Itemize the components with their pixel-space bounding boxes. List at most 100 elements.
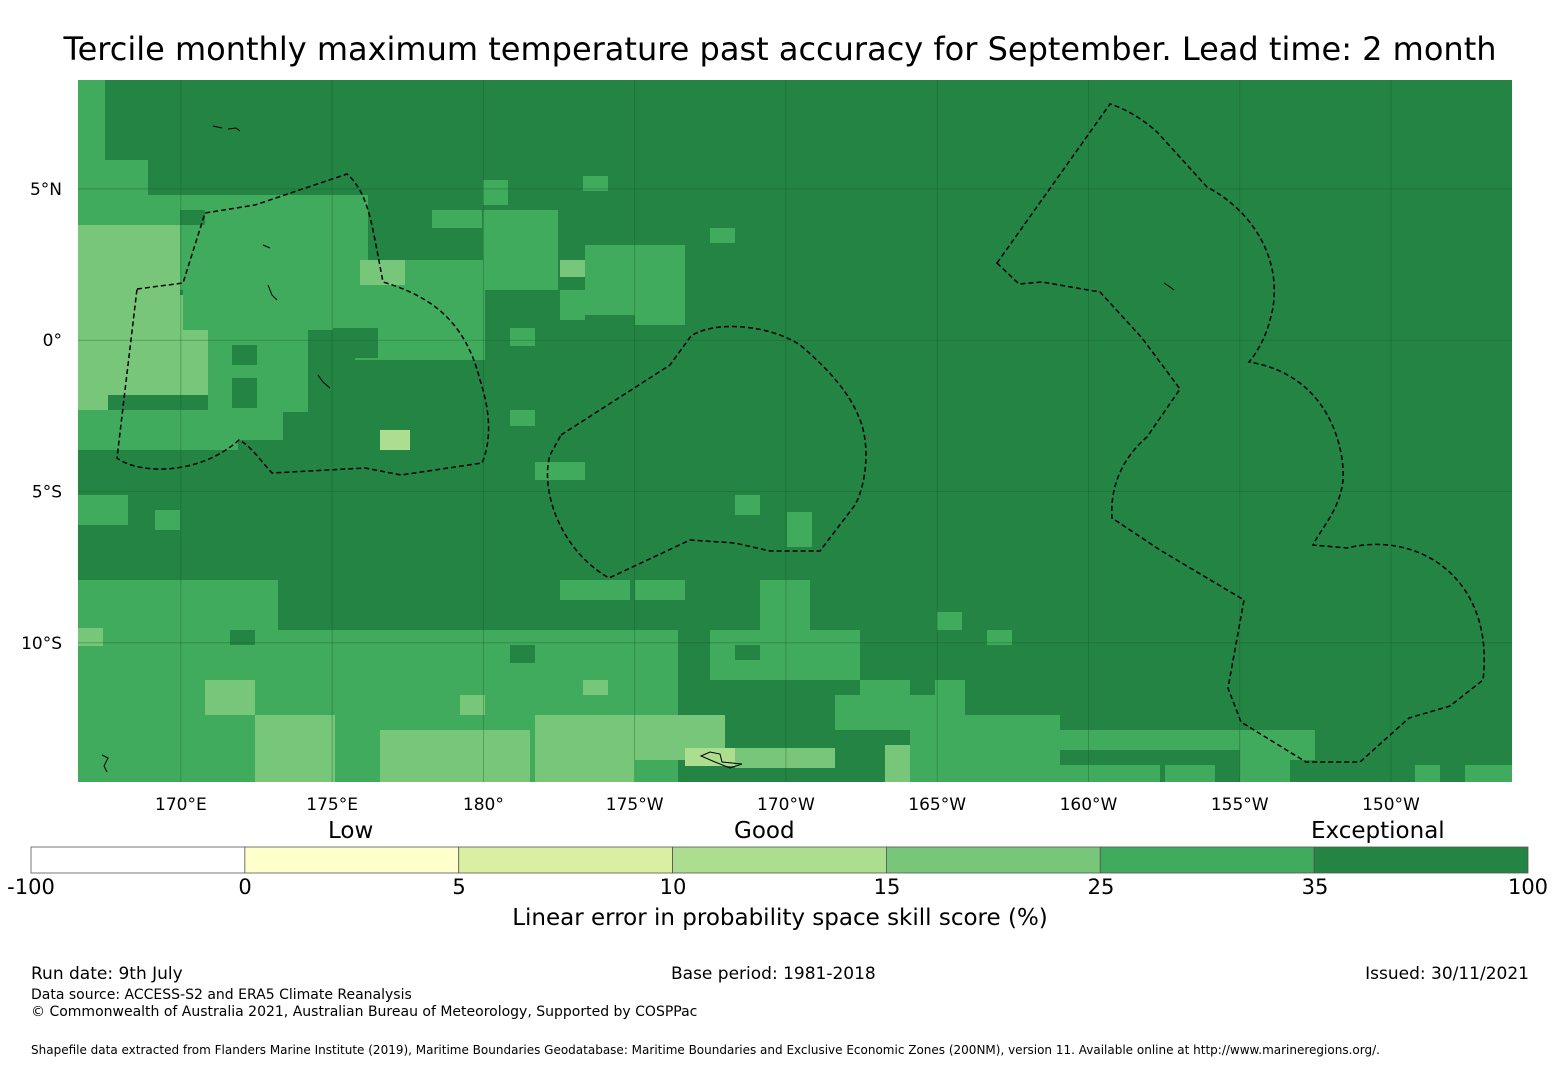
island-outlines <box>101 125 1175 773</box>
skill-cell <box>560 290 585 320</box>
skill-cell <box>432 210 482 228</box>
island-outline <box>227 127 241 132</box>
colorbar-label: Linear error in probability space skill … <box>512 905 1048 931</box>
skill-cell <box>735 495 760 515</box>
skill-cell <box>183 210 363 330</box>
colorbar-segment <box>886 846 1101 874</box>
eez-boundary-kiribati-line <box>996 103 1485 763</box>
skill-cell <box>483 180 508 205</box>
skill-cell <box>560 260 585 277</box>
skill-cell <box>685 748 735 766</box>
axis-tick-labels: 170°E 175°E 180° 175°W 170°W 165°W 160°W 155°W 1… <box>21 180 1420 815</box>
skill-cell <box>180 210 205 225</box>
lat-tick-label: 10°S <box>21 634 62 654</box>
island-outline <box>317 374 331 389</box>
base-period: Base period: 1981-2018 <box>671 964 876 984</box>
skill-cell <box>485 295 510 325</box>
skill-cell <box>460 695 485 715</box>
skill-cell <box>380 730 530 782</box>
lon-tick-label: 170°E <box>155 795 207 815</box>
shapefile-credit: Shapefile data extracted from Flanders M… <box>31 1043 1380 1057</box>
lon-tick-label: 170°W <box>757 795 815 815</box>
island-outline <box>267 284 278 301</box>
island-outline <box>101 754 109 773</box>
skill-cell <box>255 715 335 782</box>
skill-cell <box>710 228 735 243</box>
lon-tick-label: 160°W <box>1060 795 1118 815</box>
skill-cell <box>483 210 558 290</box>
skill-cell <box>510 410 535 426</box>
colorbar-tick: 100 <box>1507 875 1549 899</box>
skill-cell <box>735 748 835 768</box>
lat-tick-label: 0° <box>43 331 62 351</box>
skill-cell <box>130 225 180 295</box>
colorbar-segment <box>244 846 460 874</box>
run-date: Run date: 9th July <box>31 964 183 984</box>
eez-boundary-tokelau <box>546 325 867 579</box>
skill-cell <box>885 745 910 782</box>
island-outline <box>262 244 271 249</box>
skill-cell <box>937 612 962 630</box>
island-outline <box>699 751 743 769</box>
skill-cell <box>535 462 585 480</box>
colorbar-segment <box>458 846 673 874</box>
lon-tick-label: 165°W <box>908 795 966 815</box>
skill-cell <box>1290 730 1315 760</box>
colorbar-tick: 25 <box>1087 875 1115 899</box>
skill-cell <box>635 580 685 600</box>
skill-cell <box>910 715 1060 782</box>
colorbar-segment <box>672 846 887 874</box>
lon-tick-label: 180° <box>463 795 504 815</box>
colorbar-tick: 35 <box>1301 875 1329 899</box>
category-low: Low <box>328 818 374 844</box>
skill-cell <box>1240 730 1290 782</box>
colorbar-tick: 15 <box>873 875 901 899</box>
map-area <box>78 80 1512 782</box>
colorbar-tick: 0 <box>238 875 252 899</box>
skill-cell <box>635 310 685 325</box>
lat-tick-label: 5°S <box>32 483 62 503</box>
skill-cell <box>1465 765 1512 782</box>
lat-tick-label: 5°N <box>30 180 62 200</box>
colorbar-segment <box>1313 846 1529 874</box>
lon-tick-label: 150°W <box>1362 795 1420 815</box>
skill-cell <box>583 176 608 191</box>
skill-cell <box>78 495 128 525</box>
issued-date: Issued: 30/11/2021 <box>1365 964 1529 984</box>
skill-cell <box>333 328 378 358</box>
colorbar <box>30 846 1529 874</box>
skill-cell <box>78 628 103 646</box>
skill-cell <box>787 512 812 547</box>
skill-cell <box>535 715 635 782</box>
eez-boundary-kiribati-gilbert <box>116 173 490 476</box>
lon-tick-label: 175°W <box>606 795 664 815</box>
eez-boundaries <box>116 103 1485 763</box>
skill-cells <box>78 80 1512 782</box>
skill-cell <box>380 412 405 427</box>
skill-cell <box>1165 765 1215 782</box>
skill-cell <box>232 378 257 408</box>
island-outline <box>212 125 223 129</box>
skill-cell <box>410 362 460 380</box>
skill-cell <box>232 345 257 365</box>
skill-cell <box>283 412 308 442</box>
colorbar-segment <box>1099 846 1315 874</box>
skill-cell <box>710 630 860 680</box>
data-source: Data source: ACCESS-S2 and ERA5 Climate … <box>31 987 412 1003</box>
skill-cell <box>735 645 760 660</box>
graticule <box>78 80 1512 782</box>
copyright: © Commonwealth of Australia 2021, Austra… <box>31 1004 698 1020</box>
colorbar-segment <box>30 846 246 874</box>
skill-cell <box>760 580 810 630</box>
skill-cell <box>205 680 255 715</box>
skill-cell <box>585 245 685 315</box>
skill-cell <box>583 680 608 695</box>
colorbar-tick: 10 <box>659 875 687 899</box>
skill-cell <box>78 410 238 450</box>
colorbar-tick: -100 <box>7 875 55 899</box>
skill-cell <box>360 260 405 285</box>
colorbar-tick: 5 <box>452 875 466 899</box>
skill-cell <box>510 328 535 346</box>
island-outline <box>1163 282 1175 291</box>
